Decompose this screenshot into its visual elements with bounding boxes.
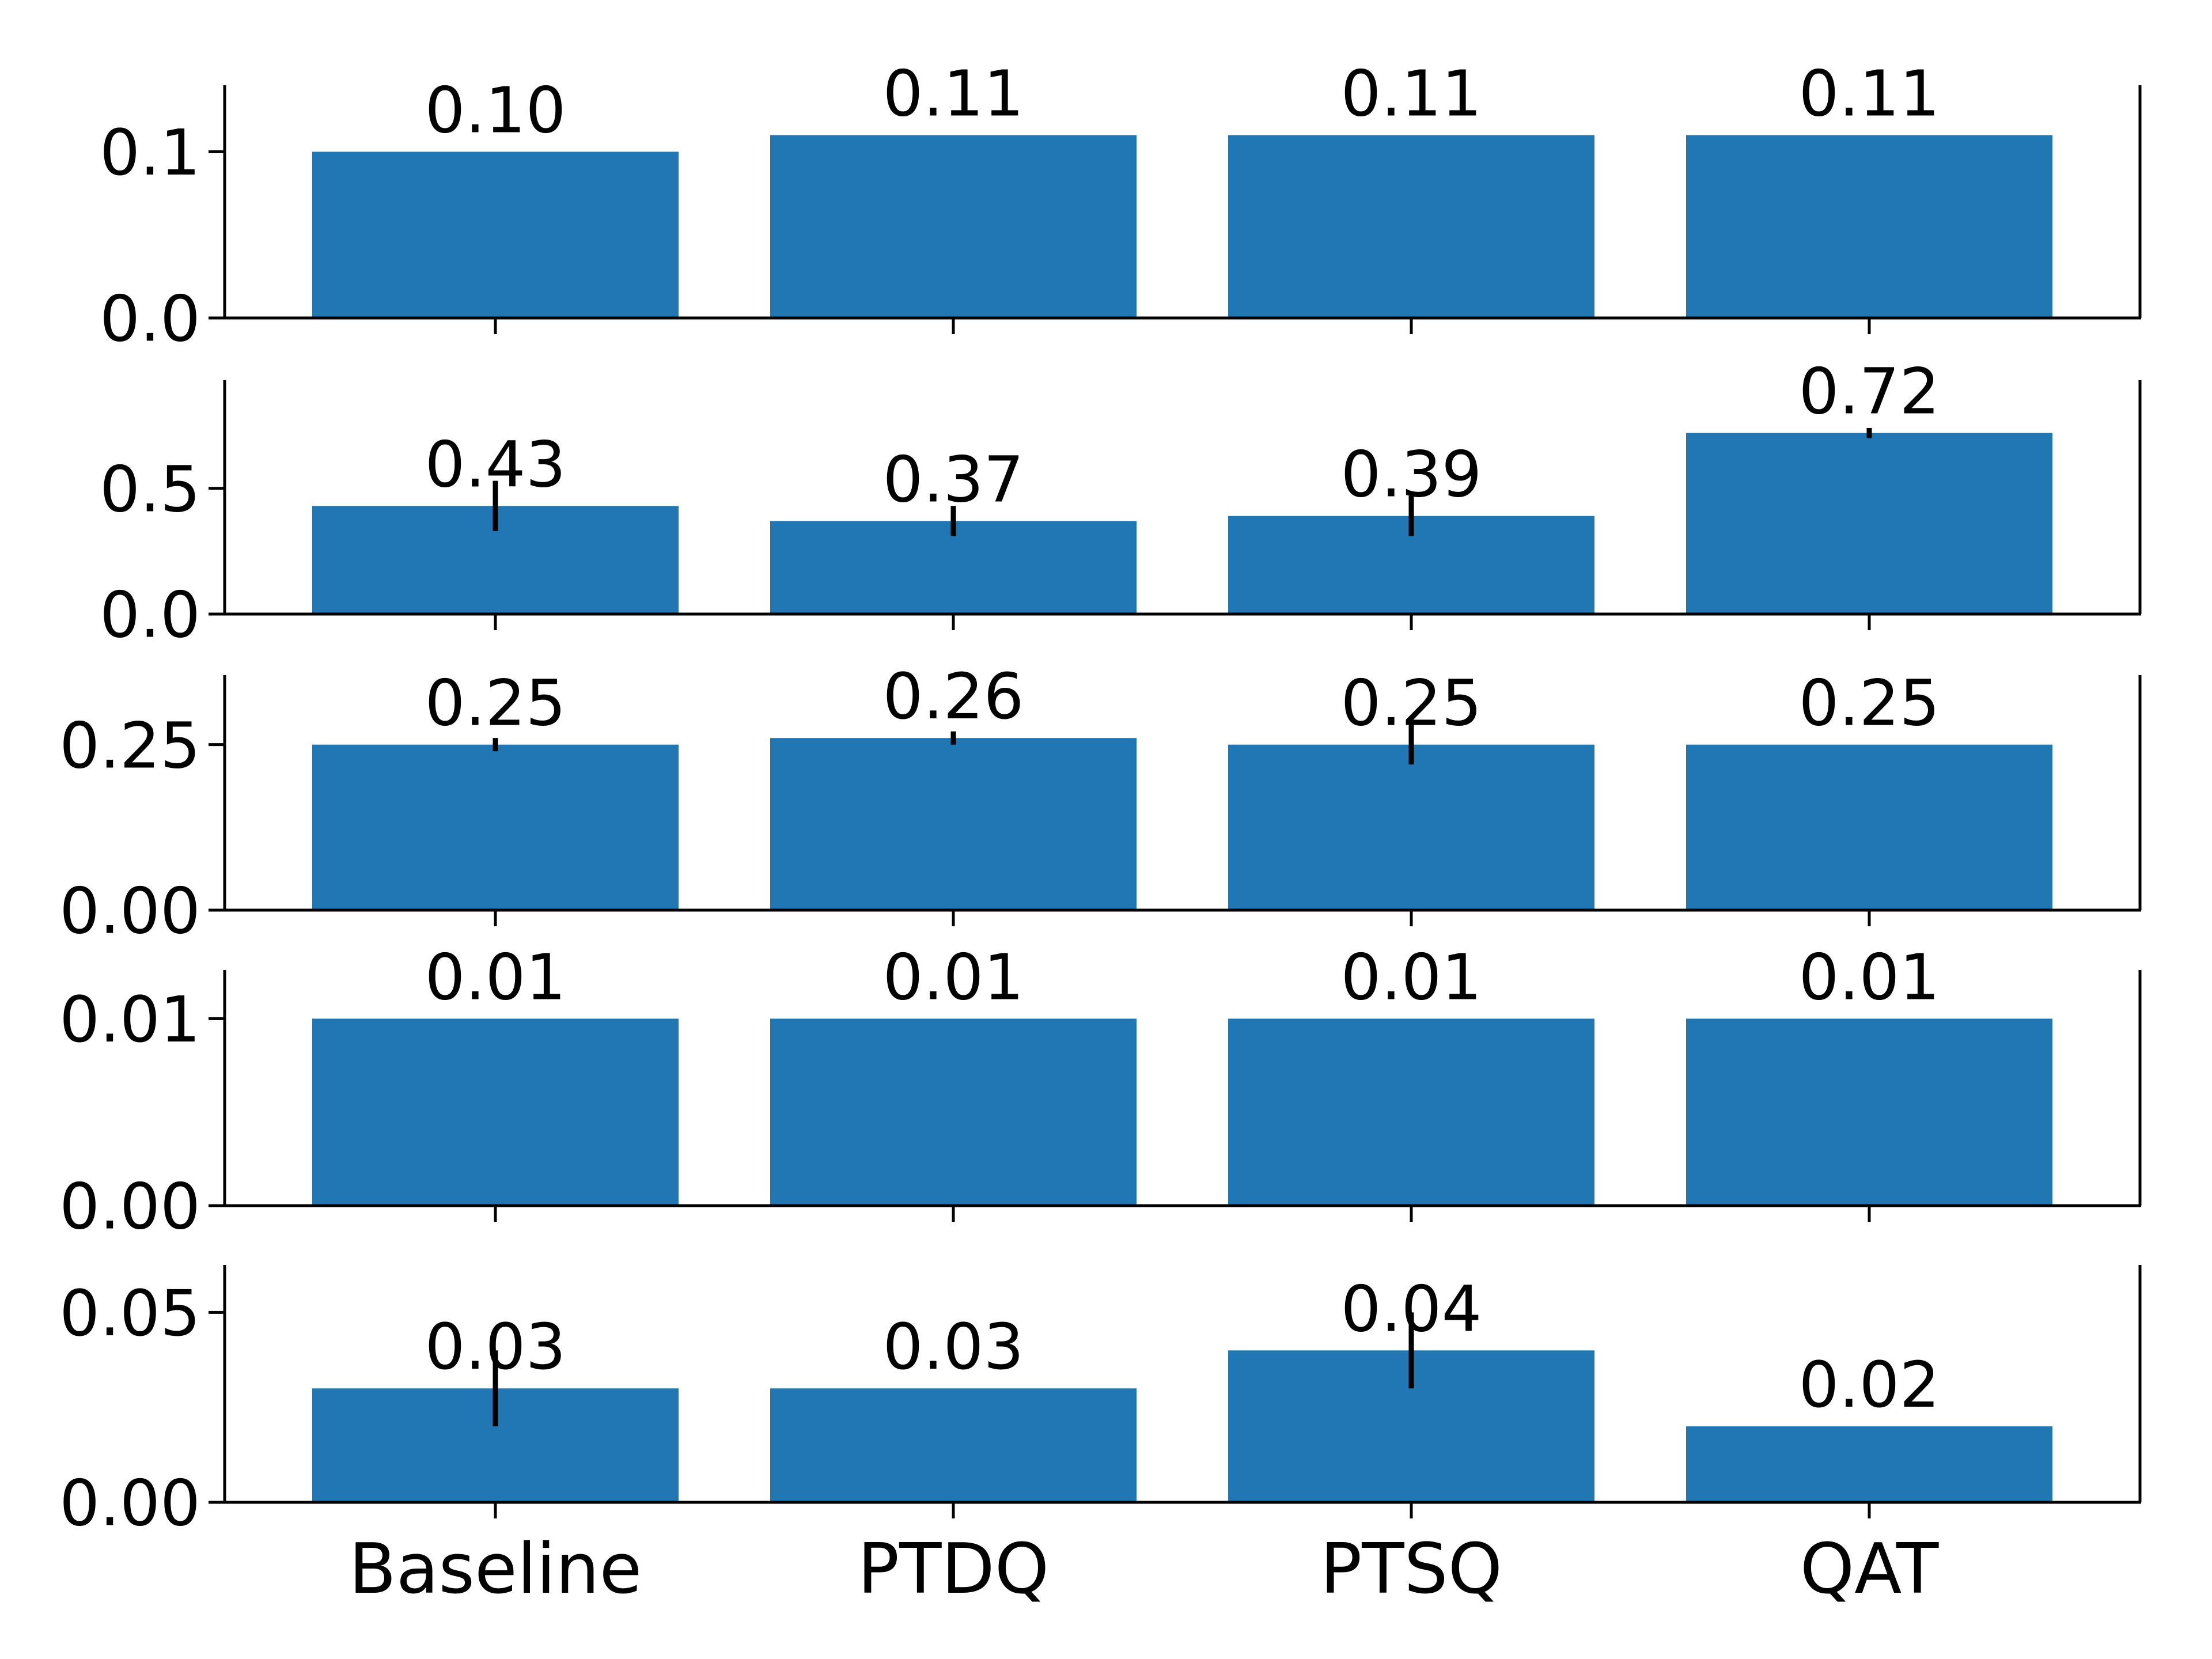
bar-ptdq bbox=[770, 1018, 1137, 1206]
value-label: 0.03 bbox=[883, 1310, 1024, 1384]
value-label: 0.43 bbox=[425, 427, 566, 501]
bar-ptdq bbox=[770, 521, 1137, 614]
value-label: 0.11 bbox=[1799, 57, 1940, 131]
value-label: 0.72 bbox=[1799, 355, 1940, 429]
x-axis-categories: Baseline PTDQ PTSQ QAT bbox=[349, 1529, 1939, 1609]
y-tick-label: 0.01 bbox=[59, 983, 200, 1056]
bar-ptsq bbox=[1228, 135, 1594, 319]
x-tick-label-ptdq: PTDQ bbox=[858, 1529, 1050, 1609]
bar-qat bbox=[1686, 744, 2052, 910]
bar-qat bbox=[1686, 135, 2052, 319]
bar-qat bbox=[1686, 1018, 2052, 1206]
value-label: 0.02 bbox=[1799, 1348, 1940, 1422]
value-label: 0.39 bbox=[1341, 438, 1482, 512]
value-label: 0.03 bbox=[425, 1310, 566, 1384]
value-label: 0.01 bbox=[1341, 940, 1482, 1014]
subplot-4: 0.01 0.01 0.01 0.01 0.00 0.01 bbox=[59, 940, 2142, 1244]
value-label: 0.37 bbox=[883, 442, 1024, 516]
value-label: 0.25 bbox=[1341, 666, 1482, 740]
bar-qat bbox=[1686, 433, 2052, 614]
y-tick-label: 0.05 bbox=[59, 1277, 200, 1350]
value-label: 0.04 bbox=[1341, 1272, 1482, 1346]
bar-qat bbox=[1686, 1426, 2052, 1502]
y-tick-label: 0.0 bbox=[100, 578, 200, 652]
x-tick-label-ptsq: PTSQ bbox=[1320, 1529, 1502, 1609]
bar-baseline bbox=[312, 151, 679, 318]
bar-ptdq bbox=[770, 738, 1137, 910]
value-label: 0.01 bbox=[425, 940, 566, 1014]
bar-ptdq bbox=[770, 1388, 1137, 1502]
bar-ptdq bbox=[770, 135, 1137, 319]
y-tick-label: 0.25 bbox=[59, 709, 200, 782]
value-label: 0.01 bbox=[1799, 940, 1940, 1014]
value-label: 0.10 bbox=[425, 73, 566, 147]
bar-ptsq bbox=[1228, 744, 1594, 910]
value-label: 0.11 bbox=[1341, 57, 1482, 131]
y-tick-label: 0.0 bbox=[100, 282, 200, 356]
y-tick-label: 0.00 bbox=[59, 874, 200, 948]
subplot-stack: 0.10 0.11 0.11 0.110.00.10.43 0.37 0.390.720.… bbox=[59, 57, 2142, 1609]
y-tick-label: 0.1 bbox=[100, 116, 200, 190]
value-label: 0.01 bbox=[883, 940, 1024, 1014]
value-label: 0.25 bbox=[1799, 666, 1940, 740]
value-label: 0.26 bbox=[883, 660, 1024, 733]
subplot-1: 0.10 0.11 0.11 0.11 0.0 0.1 bbox=[100, 57, 2142, 356]
x-tick-label-qat: QAT bbox=[1800, 1529, 1939, 1609]
y-tick-label: 0.00 bbox=[59, 1467, 200, 1540]
value-label: 0.25 bbox=[425, 666, 566, 740]
bar-baseline bbox=[312, 744, 679, 910]
bar-ptsq bbox=[1228, 1018, 1594, 1206]
y-tick-label: 0.5 bbox=[100, 452, 200, 526]
subplot-2: 0.43 0.37 0.39 0.72 0.0 0.5 bbox=[100, 355, 2142, 652]
y-tick-label: 0.00 bbox=[59, 1170, 200, 1244]
x-tick-label-baseline: Baseline bbox=[349, 1529, 642, 1609]
bar-baseline bbox=[312, 1018, 679, 1206]
subplot-3: 0.25 0.26 0.25 0.25 0.00 0.25 bbox=[59, 660, 2142, 948]
subplot-5: 0.03 0.03 0.04 0.02 0.00 0.05 bbox=[59, 1265, 2142, 1540]
value-label: 0.11 bbox=[883, 57, 1024, 131]
